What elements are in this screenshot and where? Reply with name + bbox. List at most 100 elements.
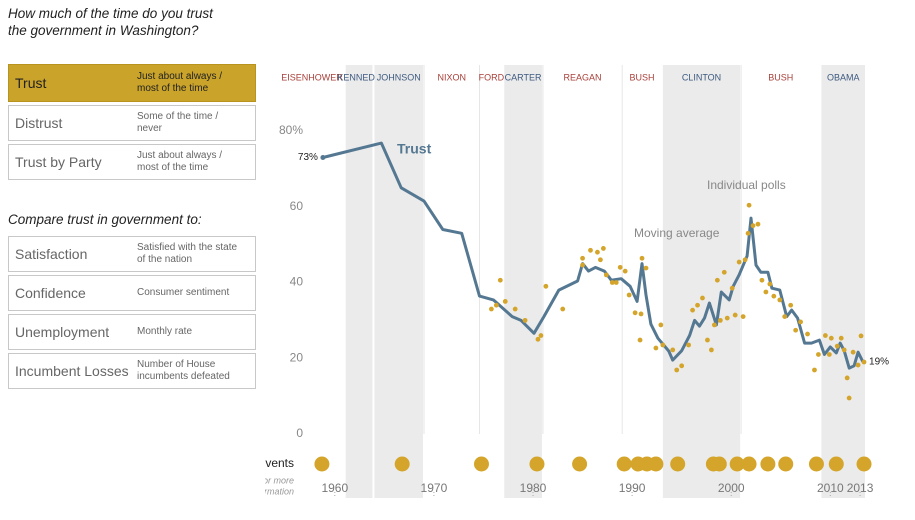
key-event[interactable] [670,456,686,472]
poll-point [721,269,727,275]
poll-point [493,302,499,308]
poll-point [742,257,748,263]
key-event[interactable] [778,456,794,472]
poll-point [560,306,566,312]
menu-button[interactable]: Trust Just about always / most of the time [8,64,256,102]
key-event[interactable] [616,456,632,472]
sidebar: How much of the time do you trust the go… [0,0,265,520]
button-label: Trust [15,75,47,91]
poll-point [670,347,676,353]
x-tick-label: 1970 [421,481,448,495]
poll-point [535,336,541,342]
value-label: 73% [298,152,318,163]
poll-point [798,319,803,325]
poll-point [613,280,619,285]
president-label: OBAMA [827,72,860,82]
menu-button[interactable]: Distrust Some of the time / never [8,105,256,141]
description-line: most of the time [137,162,209,173]
key-event[interactable] [648,456,664,472]
poll-point [793,327,799,333]
menu-button[interactable]: Unemployment Monthly rate [8,314,256,350]
key-event[interactable] [729,456,745,472]
president-band [662,65,741,498]
president-label: JOHNSON [377,72,421,82]
poll-point [598,257,603,263]
poll-point [686,342,692,348]
question-line: the government in Washington? [8,23,199,38]
description-line: Just about always / [137,71,223,82]
x-tick-label: 1960 [321,481,348,495]
chart-label: Trust [397,141,432,157]
poll-point [538,333,544,338]
key-events-note: Roll over for more [265,475,294,485]
poll-point [622,268,628,274]
key-event[interactable] [394,456,410,472]
key-events-note: information [265,486,294,496]
poll-point [488,306,494,312]
poll-point [816,352,821,357]
value-label: 19% [869,357,889,368]
button-description: Some of the time / never [137,111,218,135]
button-description: Monthly rate [137,326,192,338]
button-description: Number of House incumbents defeated [137,359,230,383]
description-line: Some of the time / [137,111,219,122]
poll-point [711,322,717,328]
poll-point [632,310,638,316]
description-line: Monthly rate [137,326,193,337]
description-line: most of the time [137,83,209,94]
poll-point [777,297,783,303]
poll-point [512,306,518,312]
poll-point [745,230,751,236]
menu-button[interactable]: Incumbent Losses Number of House incumbent… [8,353,256,389]
poll-point [746,202,752,208]
poll-point [502,299,508,304]
y-tick-label: 80% [279,123,303,137]
menu-button[interactable]: Confidence Consumer sentiment [8,275,256,311]
key-event[interactable] [828,456,844,472]
poll-point [850,349,856,355]
poll-point [626,292,632,298]
menu-button[interactable]: Satisfaction Satisfied with the state of t… [8,236,256,272]
president-label: BUSH [768,72,793,82]
series-label: Individual polls [707,178,786,192]
poll-point [580,262,585,268]
button-label: Unemployment [15,324,110,340]
poll-point [705,337,710,343]
button-description: Just about always / most of the time [137,150,222,174]
poll-point [543,283,549,289]
key-event[interactable] [760,456,776,472]
poll-point [658,322,664,328]
poll-point [674,367,680,373]
key-event[interactable] [808,456,824,472]
poll-point [750,223,756,229]
president-band [345,65,373,498]
poll-point [580,255,585,261]
button-description: Just about always / most of the time [137,71,222,95]
poll-point [653,345,659,351]
president-label: BUSH [630,72,655,82]
button-label: Satisfaction [15,246,88,262]
poll-point [822,333,828,338]
question-line: How much of the time do you trust [8,6,213,21]
key-event[interactable] [572,456,588,472]
poll-point [603,272,609,278]
poll-point [690,307,695,313]
poll-point [729,285,735,291]
key-event[interactable] [856,456,872,472]
key-event[interactable] [314,456,330,472]
description-line: incumbents defeated [137,371,230,382]
poll-point [826,352,832,357]
key-event[interactable] [473,456,489,472]
key-event[interactable] [711,456,727,472]
president-band [504,65,542,498]
button-label: Trust by Party [15,154,102,170]
menu-button[interactable]: Trust by Party Just about always / most of… [8,144,256,180]
president-label: REAGAN [564,72,602,82]
x-tick-label: 1990 [619,481,646,495]
poll-point [838,335,844,341]
poll-point [708,347,714,353]
key-event[interactable] [529,456,545,472]
poll-point [846,395,852,401]
key-event[interactable] [741,456,757,472]
